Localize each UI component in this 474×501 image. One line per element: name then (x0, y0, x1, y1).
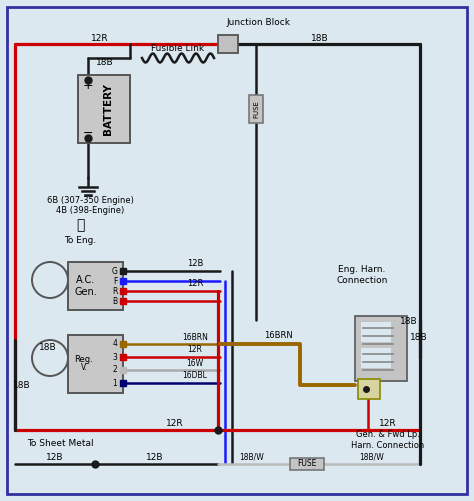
Text: 4B (398-Engine): 4B (398-Engine) (56, 205, 124, 214)
Text: 3: 3 (112, 353, 118, 362)
Text: 4: 4 (112, 340, 118, 349)
Text: R: R (112, 287, 118, 296)
Bar (361, 348, 391, 368)
Bar (358, 379, 380, 399)
Text: FUSE: FUSE (297, 459, 317, 468)
Text: 16BRN: 16BRN (182, 333, 208, 342)
Text: To Eng.: To Eng. (64, 235, 96, 244)
Text: F: F (113, 277, 117, 286)
Text: 12B: 12B (187, 260, 203, 269)
Text: 1: 1 (113, 378, 118, 387)
Text: Fusible Link: Fusible Link (151, 44, 205, 53)
Text: 12R: 12R (379, 418, 397, 427)
Text: ⏚: ⏚ (76, 218, 84, 232)
Text: V.: V. (81, 364, 87, 373)
Text: 12B: 12B (46, 453, 64, 462)
Text: To Sheet Metal: To Sheet Metal (27, 439, 93, 448)
Text: 2: 2 (113, 366, 118, 375)
Bar (249, 95, 263, 123)
Text: +: + (82, 79, 93, 92)
Bar (290, 458, 324, 470)
Text: B: B (112, 297, 118, 306)
Text: 12R: 12R (187, 280, 203, 289)
Text: FUSE: FUSE (253, 100, 259, 118)
Text: Gen. & Fwd Lp.
Harn. Connection: Gen. & Fwd Lp. Harn. Connection (351, 430, 425, 450)
Text: 12R: 12R (166, 418, 184, 427)
Text: 12B: 12B (146, 453, 164, 462)
Text: 18B: 18B (96, 58, 114, 67)
Text: 18B: 18B (311, 34, 329, 43)
Text: G: G (112, 267, 118, 276)
Text: 18B: 18B (401, 318, 418, 327)
Bar (68, 335, 123, 393)
Bar (68, 262, 123, 310)
Text: 12R: 12R (91, 34, 109, 43)
Text: 16W: 16W (186, 359, 203, 368)
Text: 16BRN: 16BRN (264, 332, 292, 341)
Text: A.C.
Gen.: A.C. Gen. (74, 275, 97, 297)
Bar (218, 35, 238, 53)
Bar (355, 316, 407, 381)
Text: Reg.: Reg. (74, 356, 93, 365)
Text: Junction Block: Junction Block (226, 18, 290, 27)
Text: 18B/W: 18B/W (240, 452, 264, 461)
Text: 6B (307-350 Engine): 6B (307-350 Engine) (46, 195, 134, 204)
Text: 16DBL: 16DBL (182, 372, 208, 380)
Bar (78, 75, 130, 143)
Bar (361, 322, 391, 342)
Text: Eng. Harn.
Connection: Eng. Harn. Connection (337, 266, 388, 285)
Text: 18B: 18B (410, 334, 428, 343)
Text: −: − (83, 126, 93, 139)
Text: BATTERY: BATTERY (103, 83, 113, 135)
Text: 12R: 12R (188, 346, 202, 355)
Text: 18B: 18B (13, 380, 31, 389)
Text: 18B/W: 18B/W (360, 452, 384, 461)
Text: 18B: 18B (39, 343, 57, 352)
